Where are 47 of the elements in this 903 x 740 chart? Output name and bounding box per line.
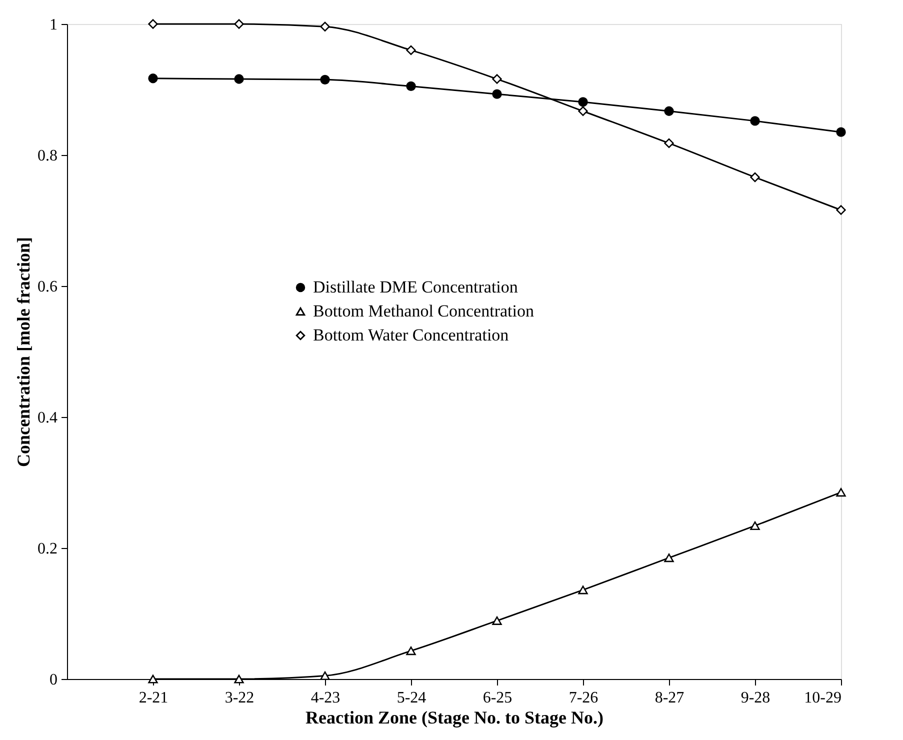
x-tick-label: 9-28 [740,690,770,706]
point [750,172,760,182]
point [234,19,244,29]
x-tick-label: 4-23 [310,690,340,706]
point [492,74,502,84]
x-tick-label: 7-26 [568,690,598,706]
point [406,646,416,656]
y-tick-label: 0.8 [38,148,58,164]
point [578,97,588,107]
y-axis-title: Concentration [mole fraction] [14,237,34,467]
point [234,74,244,84]
point [578,586,588,594]
point [836,127,846,137]
y-tick-label: 0.6 [38,278,58,296]
point [664,554,674,562]
point [234,674,244,684]
legend-label: Bottom Water Concentration [313,326,510,344]
point [406,81,416,92]
point [664,106,674,116]
point [320,671,330,680]
x-tick-label: 5-24 [396,690,426,706]
point [406,45,416,56]
legend-label: Distillate DME Concentration [313,278,518,296]
point [148,74,158,84]
x-tick-label: 3-22 [224,690,254,706]
point [836,205,846,215]
y-tick-label: 1 [50,16,58,34]
point [578,106,588,116]
point [148,19,158,29]
x-tick-label: 8-27 [654,690,684,706]
point [836,488,846,497]
point [750,116,760,126]
point [492,89,502,99]
point [320,22,330,32]
y-tick-label: 0 [50,672,58,688]
point [492,616,502,625]
legend-label: Bottom Methanol Concentration [313,302,534,320]
x-tick-label: 6-25 [482,690,512,706]
point [148,674,158,684]
point [664,138,674,148]
x-tick-label: 10-29 [804,690,842,706]
y-tick-label: 0.4 [38,410,58,426]
point [320,74,330,84]
x-axis-title: Reaction Zone (Stage No. to Stage No.) [306,708,604,728]
x-tick-label: 2-21 [138,690,168,706]
point [750,521,760,530]
y-tick-label: 0.2 [38,540,58,558]
